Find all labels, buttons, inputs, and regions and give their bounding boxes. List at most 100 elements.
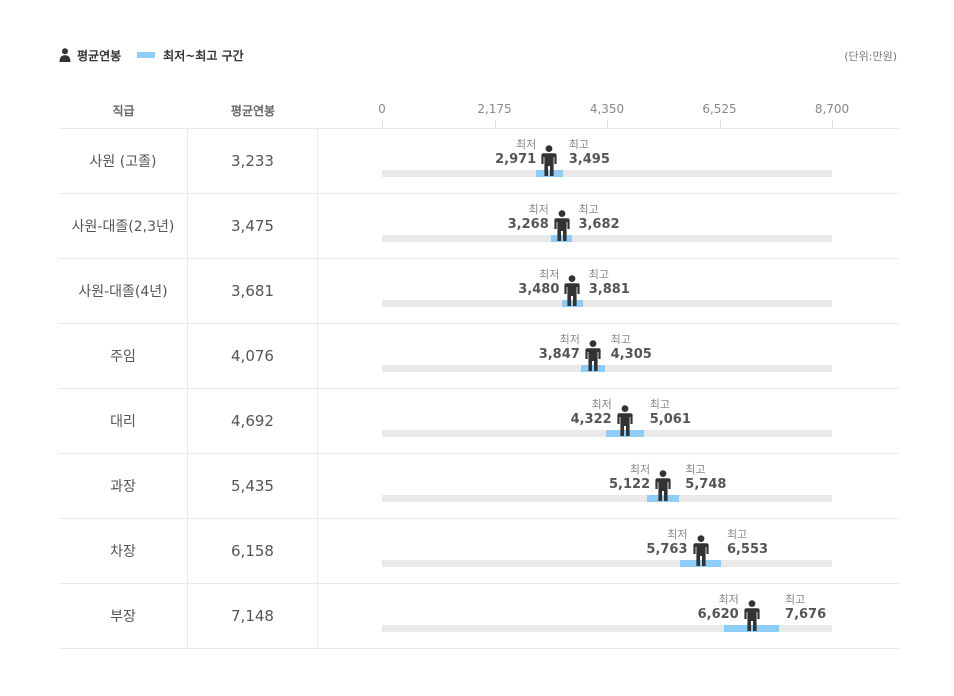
min-caption: 최저 xyxy=(718,593,739,606)
salary-table: 직급 평균연봉 0 2,175 4,350 6,525 8,700 사원 (고졸) 3,2… xyxy=(59,92,899,649)
table-row: 부장 7,148 최저 6,620 최고 7,676 xyxy=(59,584,899,649)
legend: 평균연봉 최저~최고 구간 xyxy=(59,46,244,64)
avg-salary-cell: 6,158 xyxy=(188,519,318,583)
min-caption: 최저 xyxy=(539,268,560,281)
x-tick-label: 6,525 xyxy=(702,102,737,116)
legend-range-label: 최저~최고 구간 xyxy=(163,48,244,63)
min-value: 2,971 xyxy=(495,152,537,167)
unit-label: (단위:만원) xyxy=(844,50,897,63)
max-caption: 최고 xyxy=(610,333,631,346)
average-person-icon xyxy=(744,600,760,631)
max-caption: 최고 xyxy=(649,398,671,411)
min-caption: 최저 xyxy=(528,203,549,216)
range-chart-cell: 최저 3,847 최고 4,305 xyxy=(318,324,899,388)
average-person-icon xyxy=(585,340,601,371)
max-value: 6,553 xyxy=(726,542,769,557)
max-value: 3,495 xyxy=(568,152,610,167)
x-tick-mark xyxy=(382,120,383,128)
x-tick-label: 8,700 xyxy=(814,102,850,116)
min-caption: 최저 xyxy=(667,528,688,541)
max-caption: 최고 xyxy=(588,268,609,281)
range-track xyxy=(382,560,832,567)
min-label: 최저 3,847 xyxy=(538,333,580,362)
min-value: 3,268 xyxy=(507,217,549,232)
min-label: 최저 6,620 xyxy=(698,593,739,622)
min-caption: 최저 xyxy=(591,398,612,411)
grade-cell: 사원-대졸(2,3년) xyxy=(59,194,188,258)
header-avg: 평균연봉 xyxy=(230,104,276,118)
table-header: 직급 평균연봉 0 2,175 4,350 6,525 8,700 xyxy=(59,92,899,129)
grade-cell: 사원-대졸(4년) xyxy=(59,259,188,323)
range-track xyxy=(382,170,832,177)
grade-cell: 주임 xyxy=(59,324,188,388)
x-tick-mark xyxy=(607,120,608,128)
max-label: 최고 3,881 xyxy=(588,268,630,297)
range-bar xyxy=(680,560,721,567)
min-label: 최저 3,268 xyxy=(507,203,549,232)
max-caption: 최고 xyxy=(568,138,590,151)
range-chart-cell: 최저 3,268 최고 3,682 xyxy=(318,194,899,258)
range-track xyxy=(382,235,832,242)
max-label: 최고 6,553 xyxy=(726,529,769,557)
avg-salary-cell: 3,233 xyxy=(188,129,318,193)
avg-salary-cell: 4,076 xyxy=(188,324,318,388)
range-swatch-icon xyxy=(137,52,156,58)
max-label: 최고 4,305 xyxy=(610,333,652,362)
max-value: 3,881 xyxy=(588,282,630,297)
min-caption: 최저 xyxy=(559,333,580,346)
table-row: 과장 5,435 최저 5,122 최고 5,748 xyxy=(59,454,899,519)
range-bar xyxy=(562,300,583,307)
max-caption: 최고 xyxy=(578,203,599,216)
range-track xyxy=(382,495,832,502)
table-row: 사원-대졸(4년) 3,681 최저 3,480 최고 3,881 xyxy=(59,259,899,324)
header-grade: 직급 xyxy=(112,104,135,118)
x-tick-label: 2,175 xyxy=(477,102,512,116)
range-track xyxy=(382,625,832,632)
x-tick-label: 0 xyxy=(378,102,386,116)
min-value: 5,122 xyxy=(609,477,651,492)
range-track xyxy=(382,300,832,307)
min-value: 5,763 xyxy=(646,542,688,557)
table-row: 대리 4,692 최저 4,322 최고 5,061 xyxy=(59,389,899,454)
range-bar xyxy=(551,235,573,242)
range-bar xyxy=(646,495,680,502)
average-person-icon xyxy=(541,145,557,176)
min-label: 최저 5,763 xyxy=(646,528,688,557)
grade-cell: 부장 xyxy=(59,584,188,648)
range-chart-cell: 최저 5,122 최고 5,748 xyxy=(318,454,899,518)
max-label: 최고 3,495 xyxy=(568,138,610,167)
grade-cell: 대리 xyxy=(59,389,188,453)
average-person-icon xyxy=(655,470,671,501)
x-tick-mark xyxy=(832,120,833,128)
table-row: 주임 4,076 최저 3,847 최고 4,305 xyxy=(59,324,899,389)
x-tick-label: 4,350 xyxy=(589,102,625,116)
max-value: 4,305 xyxy=(610,347,652,362)
range-chart-cell: 최저 3,480 최고 3,881 xyxy=(318,259,899,323)
range-bar xyxy=(580,365,605,372)
average-person-icon xyxy=(617,405,633,436)
range-bar xyxy=(535,170,563,177)
min-value: 4,322 xyxy=(570,412,612,427)
grade-cell: 과장 xyxy=(59,454,188,518)
max-caption: 최고 xyxy=(785,593,806,606)
range-chart-cell: 최저 6,620 최고 7,676 xyxy=(318,584,899,648)
avg-salary-cell: 5,435 xyxy=(188,454,318,518)
avg-salary-cell: 3,475 xyxy=(188,194,318,258)
range-chart-cell: 최저 2,971 최고 3,495 xyxy=(318,129,899,193)
grade-cell: 차장 xyxy=(59,519,188,583)
range-bar xyxy=(724,625,780,632)
average-person-icon xyxy=(692,535,709,566)
min-label: 최저 3,480 xyxy=(518,268,560,297)
max-label: 최고 3,682 xyxy=(578,203,619,232)
avg-salary-cell: 3,681 xyxy=(188,259,318,323)
min-label: 최저 4,322 xyxy=(570,398,612,427)
max-caption: 최고 xyxy=(685,463,706,476)
min-value: 3,847 xyxy=(538,347,580,362)
table-body: 사원 (고졸) 3,233 최저 2,971 최고 3,495 사원-대졸(2,3년) 3,4… xyxy=(59,129,899,649)
min-label: 최저 5,122 xyxy=(609,464,651,492)
table-row: 사원 (고졸) 3,233 최저 2,971 최고 3,495 xyxy=(59,129,899,194)
max-label: 최고 7,676 xyxy=(785,593,826,622)
max-value: 5,061 xyxy=(649,412,691,427)
average-person-icon xyxy=(554,210,570,241)
person-icon xyxy=(59,48,71,62)
